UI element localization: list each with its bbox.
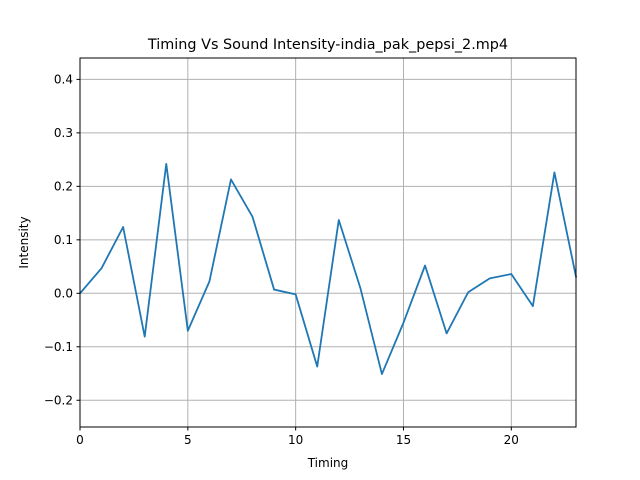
y-tick-label: 0.3: [54, 126, 73, 140]
y-tick-label: −0.2: [44, 393, 73, 407]
y-axis-ticks: −0.2 −0.1 0.0 0.1 0.2 0.3 0.4: [44, 73, 80, 407]
y-tick-label: 0.2: [54, 180, 73, 194]
y-tick-label: 0.1: [54, 233, 73, 247]
plot-area: [80, 58, 576, 427]
y-gridlines: [80, 78, 576, 401]
x-tick-label: 0: [76, 433, 84, 447]
axes-frame: [79, 57, 577, 428]
y-tick-label: 0.4: [54, 73, 73, 87]
x-tick-label: 5: [184, 433, 192, 447]
x-tick-label: 10: [288, 433, 303, 447]
y-tick-label: 0.0: [54, 287, 73, 301]
chart-title: Timing Vs Sound Intensity-india_pak_peps…: [147, 37, 508, 53]
x-tick-label: 15: [396, 433, 411, 447]
x-axis-label: Timing: [307, 456, 349, 470]
y-axis-label: Intensity: [17, 216, 31, 268]
y-tick-label: −0.1: [44, 340, 73, 354]
series-line: [78, 162, 578, 375]
x-tick-label: 20: [504, 433, 519, 447]
x-axis-ticks: 0 5 10 15 20: [76, 427, 519, 447]
